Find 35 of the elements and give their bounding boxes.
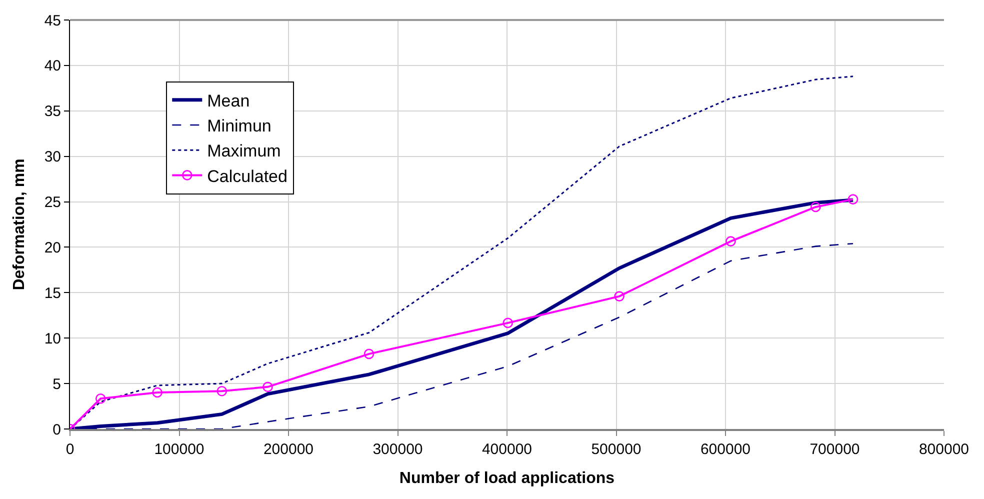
y-tick-label: 15 — [44, 284, 61, 302]
y-tick-label: 30 — [44, 148, 61, 166]
x-axis-title: Number of load applications — [399, 470, 615, 488]
legend-label: Calculated — [207, 166, 288, 186]
point — [614, 291, 624, 302]
legend-label: Mean — [207, 92, 250, 111]
x-tick-label: 200000 — [263, 441, 314, 458]
legend-label: Minimun — [207, 116, 272, 136]
point — [364, 348, 374, 360]
y-tick-label: 0 — [52, 421, 61, 438]
x-tick-label: 400000 — [482, 441, 532, 458]
y-axis-title: Deformation, mm — [11, 158, 28, 290]
y-tick-label: 40 — [44, 58, 61, 75]
y-tick-label: 45 — [44, 12, 61, 30]
x-tick-label: 700000 — [810, 441, 860, 458]
point — [726, 236, 736, 246]
x-tick-label: 0 — [66, 441, 74, 458]
point — [216, 386, 228, 396]
y-tick-label: 10 — [44, 330, 61, 348]
point — [152, 387, 162, 398]
y-tick-label: 35 — [44, 103, 61, 120]
point — [502, 318, 514, 328]
point — [848, 194, 858, 204]
x-tick-label: 300000 — [372, 441, 423, 458]
legend-label: Maximum — [207, 142, 281, 161]
y-tick-label: 5 — [52, 376, 61, 393]
y-tick-label: 25 — [44, 194, 61, 212]
x-tick-label: 500000 — [591, 441, 642, 458]
x-tick-label: 100000 — [154, 441, 204, 458]
point — [262, 382, 273, 392]
x-tick-label: 600000 — [700, 441, 751, 458]
point — [95, 393, 106, 404]
y-tick-label: 20 — [44, 239, 61, 256]
x-tick-label: 800000 — [918, 441, 970, 458]
point — [810, 202, 821, 212]
